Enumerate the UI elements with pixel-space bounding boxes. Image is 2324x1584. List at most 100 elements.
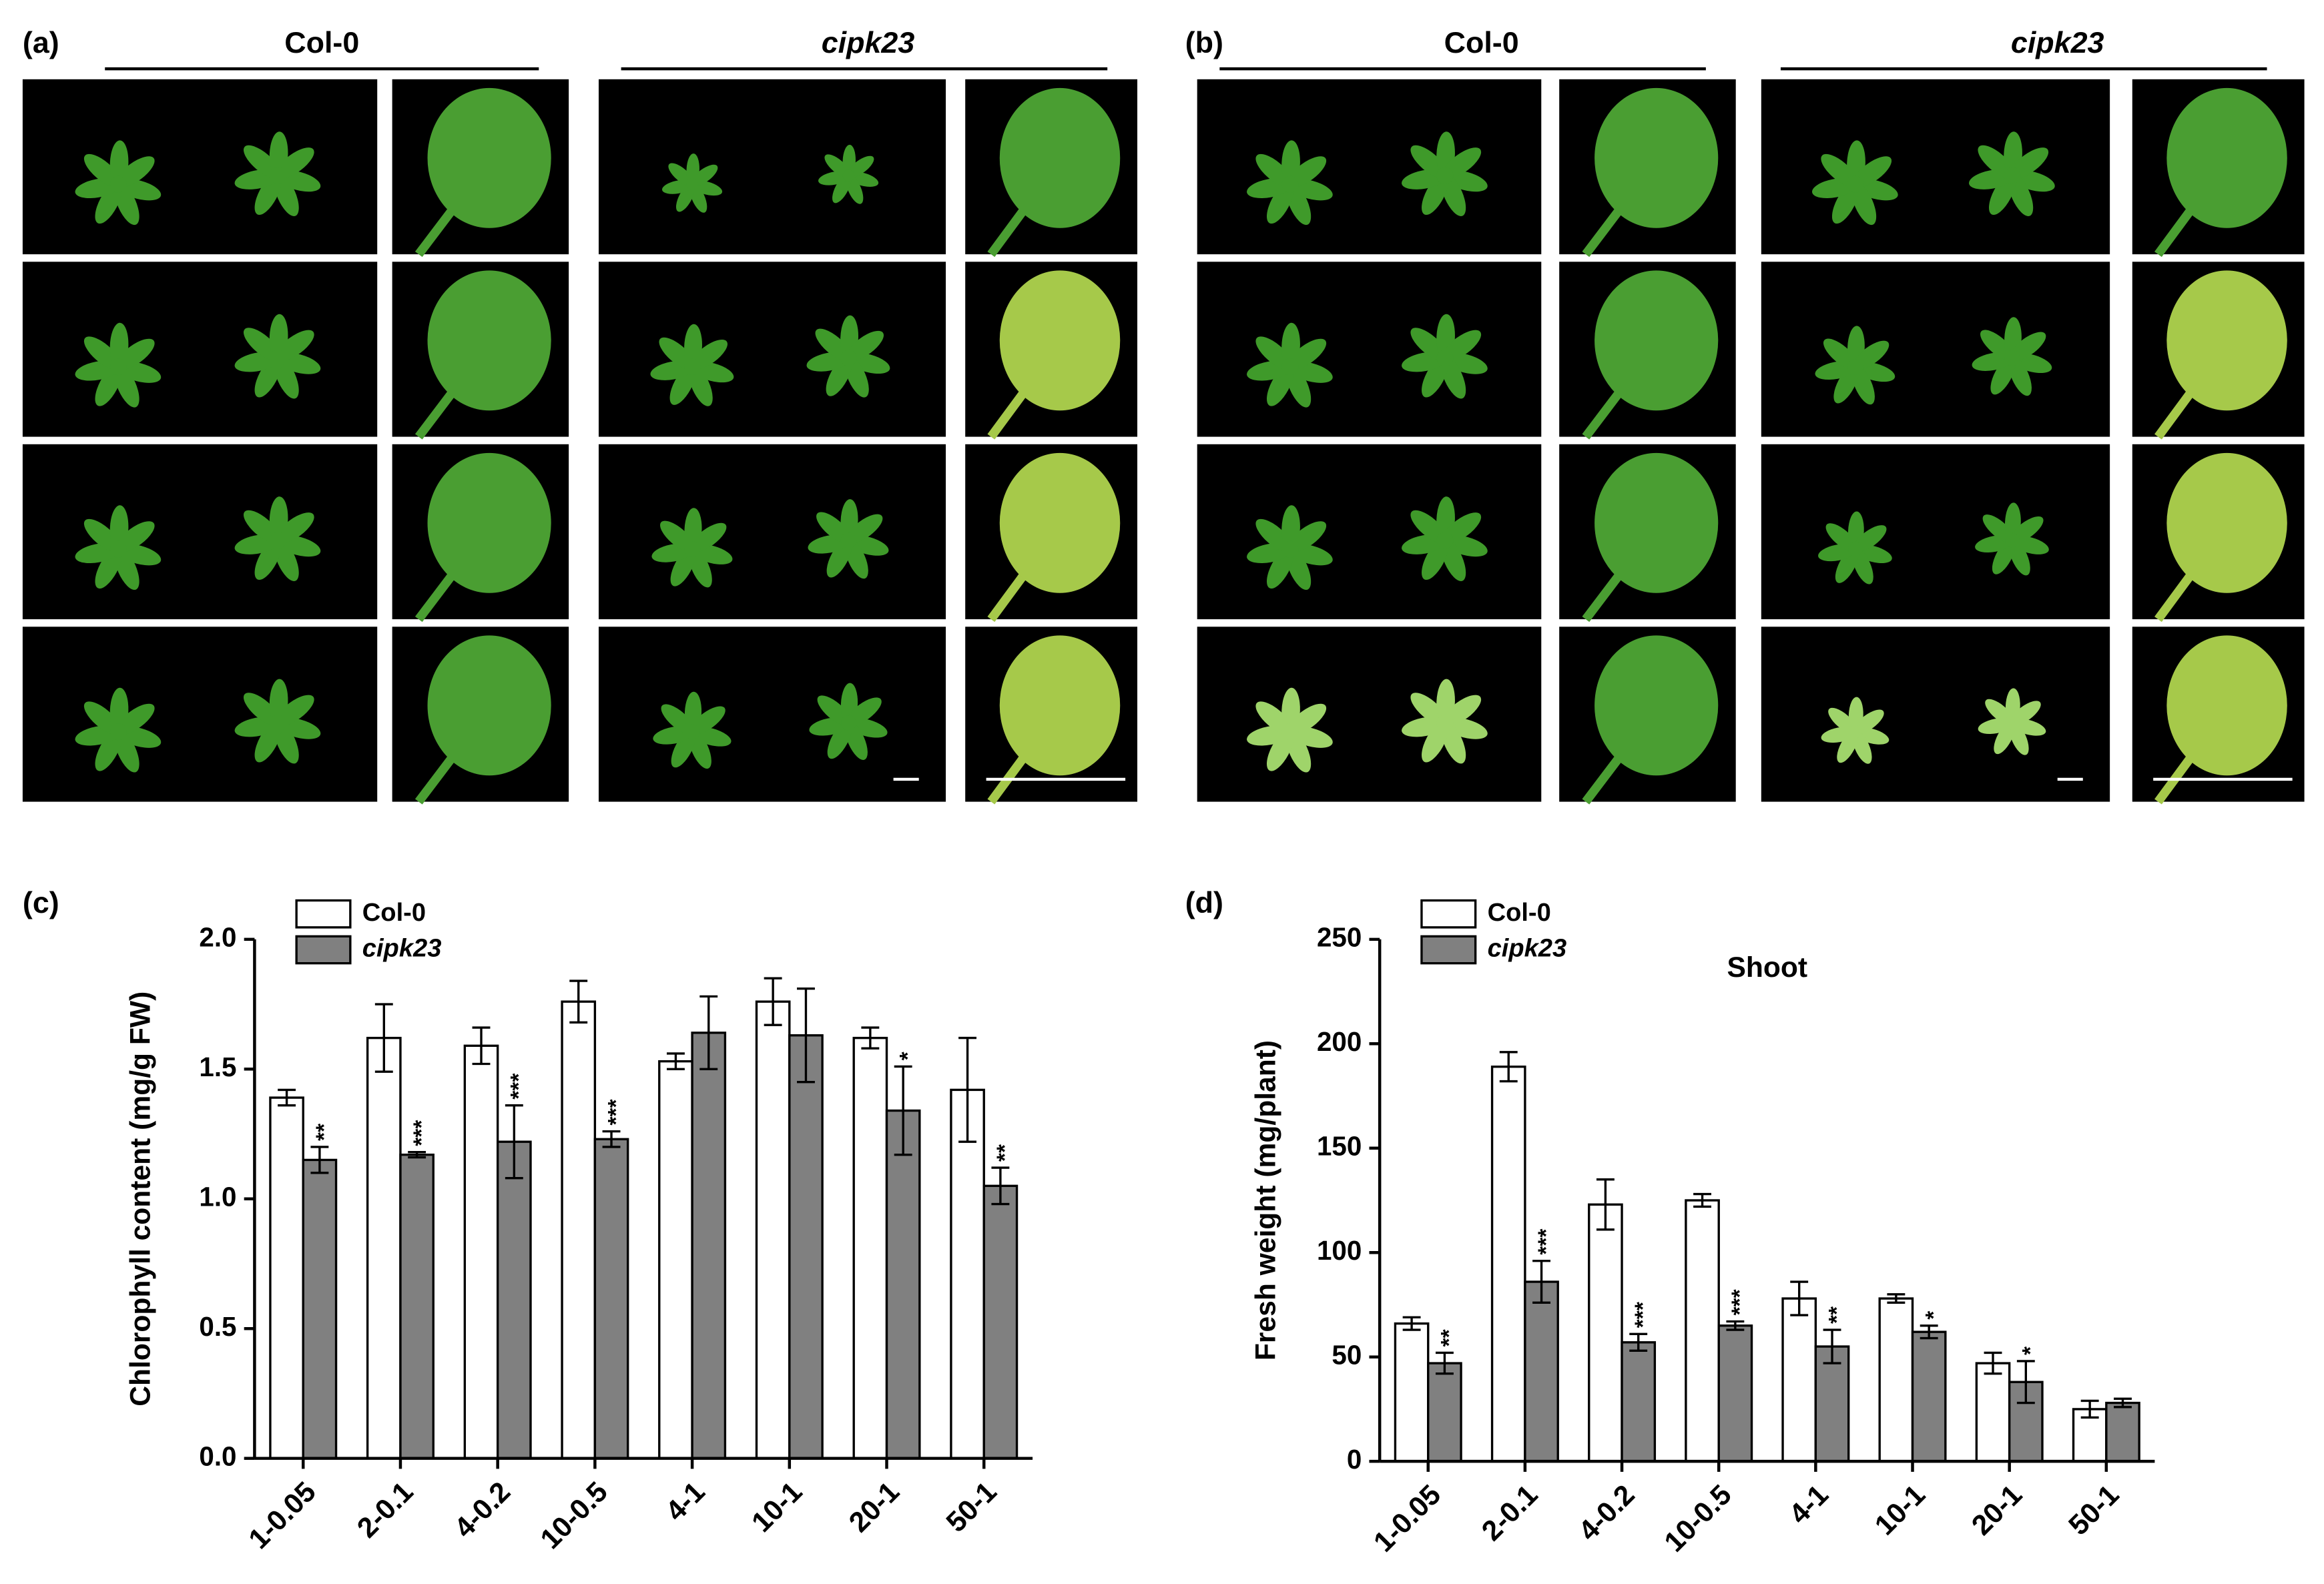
leaf [1594,87,1719,228]
bar [885,1109,921,1460]
leaf [427,270,551,411]
rosette-center [684,358,701,375]
significance: ** [312,1123,337,1141]
leaf-shape [1853,156,1892,187]
legend-label: Col-0 [1488,899,1551,927]
leaf-shape [254,356,282,398]
leaf [2166,87,2287,228]
leaf [1594,270,1719,411]
rosette-center [1847,175,1864,193]
x-tick-label: 1-0.05 [242,1476,322,1555]
photo [1761,79,2110,255]
bar [1588,1203,1623,1463]
significance: * [2018,1346,2043,1355]
rosette-center [109,723,127,741]
leaf-shape [669,364,696,405]
leaf-shape [1287,521,1327,552]
legend-label: cipk23 [362,935,442,963]
bar [366,1036,402,1460]
leaf-shape [1442,512,1482,544]
leaf [2166,635,2287,776]
leaf-shape [1287,156,1327,187]
leaf-shape [1835,547,1859,583]
rosette-center [109,358,127,376]
leaf-shape [659,337,695,370]
rosette-center [841,715,856,731]
bar [1490,1066,1526,1463]
leaf-shape [1982,514,2015,543]
bar [561,1000,597,1460]
rosette-center [2005,533,2020,548]
leaf-shape [817,695,851,726]
rosette-center [1436,532,1454,549]
y-tick-label: 150 [1317,1130,1362,1161]
rosette-center [840,532,857,548]
photo [22,444,378,620]
asterisk: * [2280,642,2293,679]
asterisk: * [1113,277,1127,314]
leaf-shape [1266,729,1294,771]
leaf-shape [95,364,122,406]
y-axis-label: Fresh weight (mg/plant) [1249,1040,1281,1360]
leaf-shape [275,330,314,362]
x-tick-label: 2-0.1 [351,1476,420,1545]
significance: ** [1825,1306,1849,1324]
leaf [1594,635,1719,776]
leaf-shape [1255,153,1293,187]
photo [598,444,946,620]
leaf-shape [826,538,852,578]
rosette-center [1436,714,1454,732]
legend-swatch [1420,899,1477,929]
x-tick-label: 10-1 [1869,1479,1932,1541]
y-tick-label: 0.0 [199,1441,236,1471]
leaf-shape [846,514,883,544]
leaf-shape [1266,364,1294,406]
leaf-shape [95,181,122,224]
leaf-shape [2010,147,2049,179]
y-tick-label: 1.0 [199,1181,236,1212]
significance: *** [1631,1301,1656,1328]
leaf-shape [1422,173,1449,216]
legend-label: Col-0 [362,899,426,927]
photo [1761,627,2110,802]
leaf-shape [1255,336,1293,370]
leaf-shape [1442,147,1482,179]
rosette-center [1847,358,1863,375]
x-tick-label: 20-1 [843,1476,906,1539]
row-label: 2-0.1 (20:1) [31,270,164,298]
asterisk: * [1113,95,1127,131]
bar [2105,1401,2140,1463]
rosette-center [684,541,701,557]
photo [22,79,378,255]
x-tick-label: 4-1 [659,1476,711,1527]
leaf-shape [1422,721,1449,763]
group-label: Col-0 [284,25,359,59]
rosette-center [1281,723,1299,741]
leaf-shape [2010,516,2044,544]
rosette-center [1281,540,1299,558]
leaf-shape [670,546,696,586]
x-tick-label: 10-1 [746,1476,808,1539]
chart-title: Shoot [1727,951,1807,983]
legend-label: cipk23 [1488,935,1567,963]
rosette-center [269,714,287,732]
photo [598,627,946,802]
leaf-shape [115,156,155,187]
photo [1197,262,1542,437]
leaf-shape [1422,356,1449,398]
leaf [999,87,1121,228]
leaf-shape [1837,729,1859,763]
row-label: 1-0.05 (20:1) [31,88,178,116]
bar [982,1184,1019,1460]
y-tick-label: 0 [1347,1444,1362,1475]
rosette-center [1848,542,1863,556]
significance: * [1922,1310,1946,1320]
group-label: cipk23 [822,25,915,59]
x-tick-label: 20-1 [1966,1479,2028,1541]
row-label: 50-1 (50:1) [1206,635,1332,663]
photo [1197,79,1542,255]
leaf-shape [254,173,282,216]
leaf-shape [243,328,281,361]
leaf-shape [243,693,281,726]
photo [22,627,378,802]
